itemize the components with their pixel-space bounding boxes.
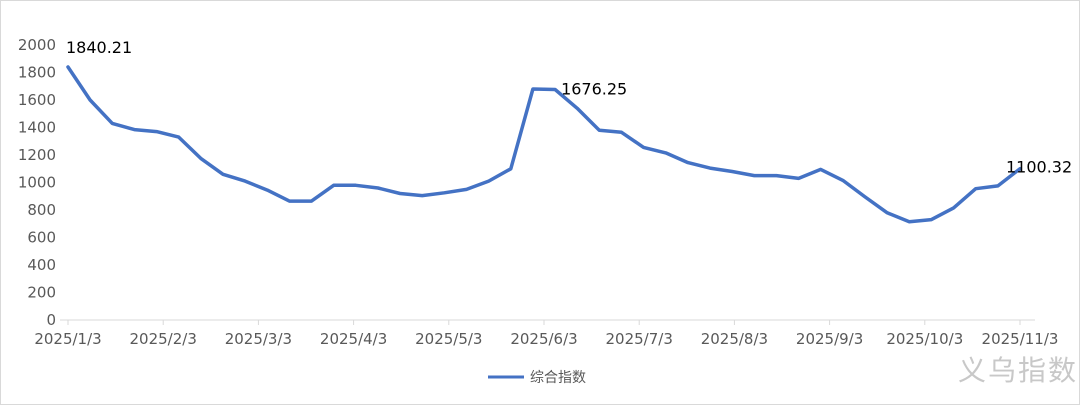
y-tick-label: 1000	[18, 174, 56, 192]
y-tick-label: 600	[27, 229, 56, 247]
data-label: 1100.32	[1006, 158, 1072, 177]
y-tick-label: 1600	[18, 91, 56, 109]
data-label: 1840.21	[66, 38, 132, 57]
y-tick-label: 0	[46, 311, 56, 329]
y-tick-label: 1400	[18, 119, 56, 137]
x-tick-label: 2025/9/3	[796, 330, 863, 348]
watermark: 义乌指数	[958, 354, 1078, 387]
x-tick-label: 2025/5/3	[415, 330, 482, 348]
y-tick-label: 2000	[18, 36, 56, 54]
legend-label: 综合指数	[530, 370, 586, 386]
x-tick-label: 2025/7/3	[606, 330, 673, 348]
y-axis: 0 200 400 600 800 1000 1200 1400 1600 1800 2000	[18, 36, 56, 329]
x-tick-label: 2025/6/3	[510, 330, 577, 348]
series-line	[66, 65, 1022, 224]
legend: 综合指数	[488, 370, 586, 386]
y-tick-label: 800	[27, 201, 56, 219]
y-tick-label: 400	[27, 256, 56, 274]
x-tick-label: 2025/2/3	[130, 330, 197, 348]
x-tick-label: 2025/11/3	[982, 330, 1059, 348]
x-axis: 2025/1/3 2025/2/3 2025/3/3 2025/4/3 2025/5/3…	[34, 319, 1059, 348]
x-tick-label: 2025/10/3	[886, 330, 963, 348]
x-tick-label: 2025/8/3	[701, 330, 768, 348]
x-tick-label: 2025/1/3	[34, 330, 101, 348]
plot-area	[66, 65, 1022, 224]
x-tick-label: 2025/3/3	[225, 330, 292, 348]
y-tick-label: 200	[27, 284, 56, 302]
y-tick-label: 1800	[18, 64, 56, 82]
x-tick-label: 2025/4/3	[320, 330, 387, 348]
data-label: 1676.25	[561, 80, 627, 99]
data-labels: 1840.21 1676.25 1100.32	[66, 38, 1072, 177]
y-tick-label: 1200	[18, 146, 56, 164]
